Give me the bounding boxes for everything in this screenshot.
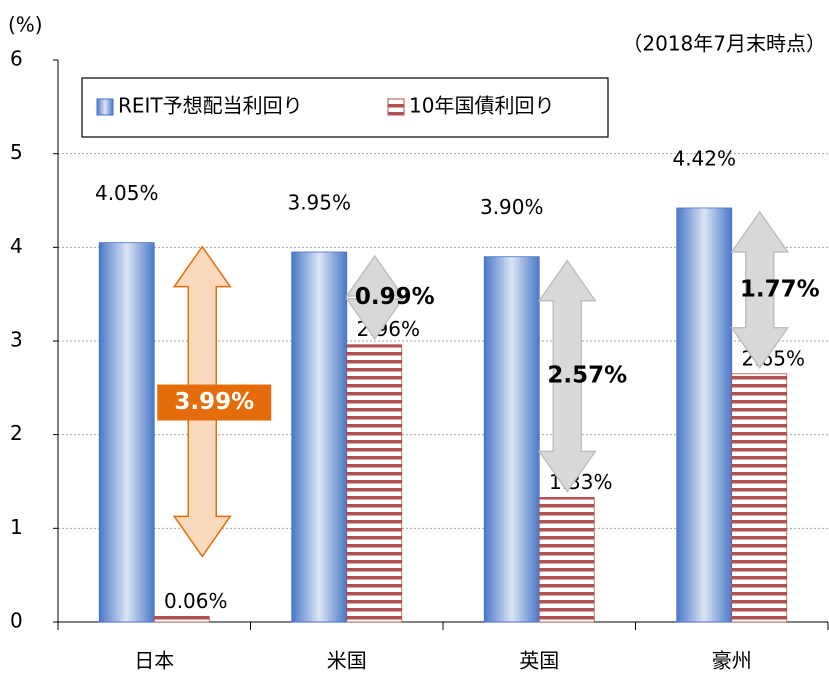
x-tick-label: 英国: [519, 649, 559, 673]
bar: [538, 497, 595, 623]
data-label: 4.42%: [672, 146, 736, 170]
bar: [483, 256, 540, 623]
y-tick-label: 1: [10, 515, 23, 539]
bar: [153, 615, 210, 623]
spread-arrow: [537, 259, 597, 493]
y-tick-label: 0: [10, 609, 23, 633]
y-tick-label: 4: [10, 234, 23, 258]
x-tick-label: 日本: [134, 649, 174, 673]
spread-label: 2.57%: [547, 363, 627, 389]
y-tick-label: 5: [10, 140, 23, 164]
bar: [731, 373, 788, 623]
spread-label-box: [157, 384, 272, 421]
x-tick-label: 豪州: [712, 649, 752, 673]
bar: [346, 344, 403, 623]
subtitle: （2018年7月末時点）: [622, 32, 826, 56]
spread-label: 1.77%: [740, 276, 820, 302]
y-tick-label: 2: [10, 421, 23, 445]
bar: [676, 207, 733, 623]
data-label: 0.06%: [164, 589, 228, 613]
legend-swatch: [96, 98, 114, 116]
spread-label: 3.99%: [174, 389, 254, 415]
bar: [98, 242, 155, 623]
legend-box: [81, 77, 609, 138]
data-label: 3.95%: [287, 191, 351, 215]
y-tick-label: 3: [10, 328, 23, 352]
legend-swatch: [387, 98, 405, 116]
bar: [291, 251, 348, 623]
legend-label: 10年国債利回り: [409, 94, 554, 118]
spread-label: 0.99%: [355, 284, 435, 310]
x-tick-label: 米国: [327, 649, 367, 673]
spread-arrow: [730, 210, 790, 370]
data-label: 4.05%: [95, 181, 159, 205]
y-axis-label: (%): [8, 13, 43, 37]
legend-label: REIT予想配当利回り: [118, 94, 303, 118]
y-tick-label: 6: [10, 47, 23, 71]
spread-arrow: [345, 254, 405, 341]
data-label: 3.90%: [480, 195, 544, 219]
